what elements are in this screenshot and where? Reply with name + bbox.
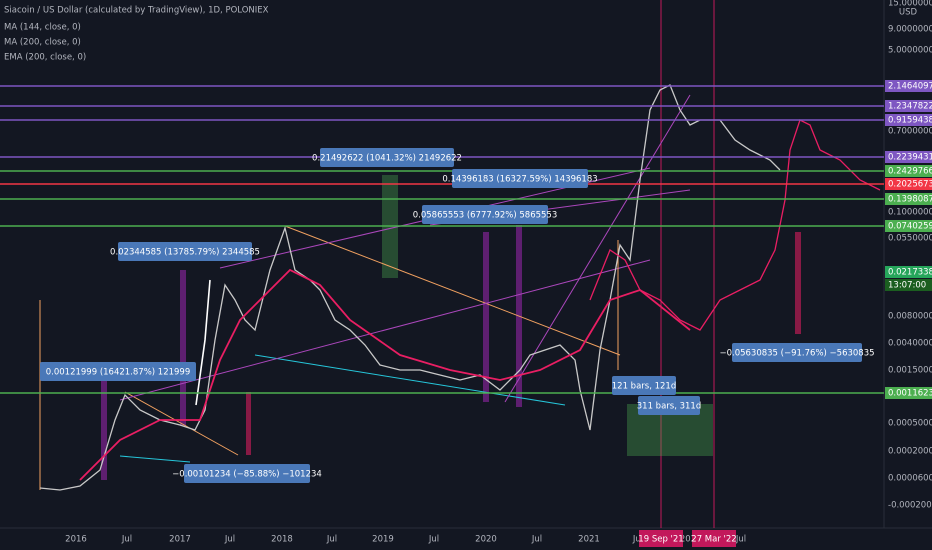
time-marker-badge <box>692 530 736 547</box>
time-label: Jul <box>632 535 643 545</box>
price-badge <box>885 178 932 190</box>
annotation-box <box>612 376 676 395</box>
time-label: Jul <box>735 535 746 545</box>
annotation-label: 0.02344585 (13785.79%) 2344585 <box>110 248 260 258</box>
annotation-box <box>638 396 700 415</box>
price-label: 15.0000000 <box>888 0 932 9</box>
annotation-box <box>320 148 454 167</box>
price-badge <box>885 100 932 112</box>
time-marker-label: 27 Mar '22 <box>691 535 736 545</box>
time-label: Jul <box>531 535 542 545</box>
indicator: MA (200, close, 0) <box>4 38 81 48</box>
price-badge <box>885 80 932 92</box>
time-label: Jul <box>224 535 235 545</box>
chart-title: Siacoin / US Dollar (calculated by Tradi… <box>4 6 269 16</box>
price-badge-label: 0.24297666 <box>888 167 932 177</box>
price-badge-label: 0.07402596 <box>888 222 932 232</box>
price-path <box>39 84 781 491</box>
annotation-label: −0.05630835 (−91.76%) −5630835 <box>719 349 874 359</box>
time-label: 2020 <box>475 535 497 545</box>
indicator: MA (144, close, 0) <box>4 23 81 33</box>
annotation-label: 0.14396183 (16327.59%) 14396183 <box>442 175 597 185</box>
time-marker-label: 19 Sep '21 <box>638 535 683 545</box>
annotation-label: −0.00101234 (−85.88%) −101234 <box>172 470 322 480</box>
price-badge-label: 1.23478225 <box>888 102 932 112</box>
price-badge <box>885 165 932 177</box>
ma-line <box>79 268 691 481</box>
annotation-label: 311 bars, 311d <box>637 402 701 412</box>
annotation-label: 121 bars, 121d <box>612 382 676 392</box>
annotation-label: 0.00121999 (16421.87%) 121999 <box>46 368 191 378</box>
arrow <box>195 279 211 406</box>
currency: USD <box>899 8 918 18</box>
price-badge-label: 0.91594381 <box>888 116 932 126</box>
price-badge-label: 0.00116233 <box>888 389 932 399</box>
annotation-box <box>732 343 862 362</box>
time-label: 2016 <box>65 535 87 545</box>
annotation-box <box>422 205 548 224</box>
indicator: EMA (200, close, 0) <box>4 53 86 63</box>
annotation-label: 0.21492622 (1041.32%) 21492622 <box>312 154 462 164</box>
time-label: Jul <box>428 535 439 545</box>
time-label: 202 <box>680 535 696 545</box>
price-badge-label: 13:07:00 <box>888 281 926 291</box>
annotation-box <box>184 464 310 483</box>
price-label: 0.00006000 <box>888 474 932 484</box>
time-label: 2018 <box>271 535 293 545</box>
price-badge-label: 0.22394313 <box>888 153 932 163</box>
price-badge <box>885 114 932 126</box>
price-badge <box>885 279 932 291</box>
price-badge <box>885 266 932 278</box>
time-marker-badge <box>639 530 683 547</box>
price-badge <box>885 151 932 163</box>
trend-lines <box>39 94 691 490</box>
annotation-box <box>118 242 252 261</box>
range-boxes <box>246 232 801 455</box>
time-label: Jul <box>326 535 337 545</box>
price-badge-label: 2.14640979 <box>888 82 932 92</box>
price-badge <box>885 193 932 205</box>
time-label: 2021 <box>578 535 600 545</box>
annotation-label: 0.05865553 (6777.92%) 5865553 <box>413 211 558 221</box>
annotation-box <box>40 362 196 381</box>
price-badge-label: 0.02173387 <box>888 268 932 278</box>
time-label: Jul <box>121 535 132 545</box>
time-label: 2019 <box>372 535 394 545</box>
time-label: 2017 <box>169 535 191 545</box>
price-badge-label: 0.20256738 <box>888 180 932 190</box>
price-badge <box>885 220 932 232</box>
annotation-box <box>452 169 588 188</box>
price-badge <box>885 387 932 399</box>
